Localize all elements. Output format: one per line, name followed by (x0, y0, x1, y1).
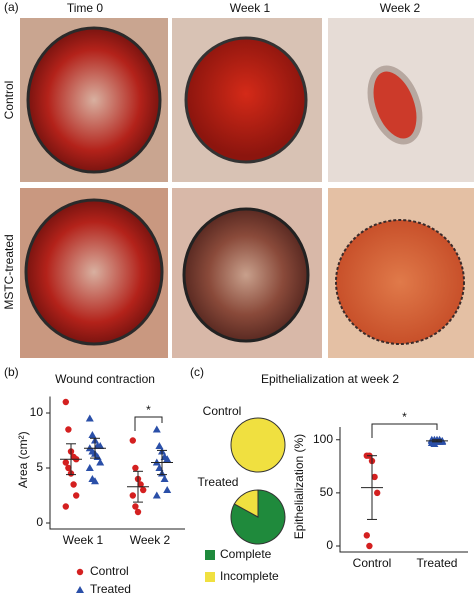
data-point (140, 486, 147, 494)
data-point (363, 532, 370, 539)
column-title: Time 0 (67, 1, 104, 15)
data-point (91, 477, 99, 485)
row-label: Control (2, 81, 16, 120)
data-point (152, 425, 161, 433)
chart-title: Epithelialization at week 2 (261, 372, 399, 386)
data-point (85, 414, 94, 422)
data-point (96, 458, 105, 466)
data-point (163, 486, 172, 493)
wound (367, 65, 423, 145)
panel-label: (a) (4, 0, 19, 14)
x-tick-label: Control (353, 556, 392, 570)
data-point (163, 455, 172, 463)
data-point (70, 481, 77, 488)
y-tick-label: 100 (313, 432, 333, 446)
data-point (152, 491, 161, 499)
data-point (430, 440, 439, 447)
data-point (438, 437, 447, 445)
photo-grid (20, 18, 474, 358)
data-point (85, 464, 94, 471)
data-point (129, 437, 136, 444)
y-axis-label: Area (cm²) (16, 431, 30, 488)
data-point (132, 464, 139, 472)
data-point (137, 481, 144, 488)
data-point (371, 473, 378, 481)
data-point (374, 489, 381, 497)
y-tick-label: 0 (326, 538, 333, 552)
legend-marker (76, 568, 84, 576)
data-point (366, 542, 373, 550)
data-point (65, 464, 72, 472)
wound (26, 26, 162, 174)
significance-label: * (146, 403, 151, 417)
wound (182, 207, 310, 343)
data-point (62, 459, 69, 466)
legend-label: Incomplete (220, 569, 279, 583)
data-point (96, 442, 105, 449)
wound (335, 219, 465, 345)
pie-slice (230, 417, 286, 473)
chart-title: Wound contraction (55, 372, 155, 386)
pie-label: Treated (198, 475, 239, 489)
legend-swatch (205, 550, 215, 560)
y-tick-label: 50 (320, 485, 334, 499)
pie-slice (233, 489, 259, 518)
x-tick-label: Treated (417, 556, 458, 570)
column-title: Week 1 (230, 1, 271, 15)
panel-label: (c) (190, 365, 204, 379)
column-title: Week 2 (380, 1, 421, 15)
y-tick-label: 5 (36, 460, 43, 474)
data-point (62, 398, 69, 406)
legend-label: Control (90, 564, 129, 578)
legend-swatch (205, 572, 215, 582)
data-point (155, 464, 164, 471)
data-point (62, 503, 69, 510)
data-point (129, 492, 136, 499)
data-point (134, 508, 142, 516)
pie-label: Control (203, 404, 242, 418)
legend-label: Complete (220, 547, 272, 561)
axis (339, 427, 468, 553)
x-tick-label: Week 2 (130, 533, 171, 547)
significance-label: * (402, 410, 407, 424)
panel-label: (b) (4, 365, 19, 379)
row-label: MSTC-treated (2, 234, 16, 309)
data-point (73, 492, 80, 499)
legend-marker (76, 586, 84, 593)
y-tick-label: 10 (30, 405, 44, 419)
data-point (160, 475, 169, 482)
wound (24, 198, 164, 346)
data-point (155, 442, 164, 449)
significance-bracket (134, 416, 163, 431)
y-axis-label: Epithelialization (%) (292, 434, 306, 539)
data-point (88, 431, 97, 438)
data-point (65, 426, 72, 433)
significance-bracket (371, 423, 438, 438)
data-point (132, 503, 139, 510)
y-tick-label: 0 (36, 515, 43, 529)
wound (184, 36, 308, 164)
axis (49, 396, 185, 530)
x-tick-label: Week 1 (63, 533, 104, 547)
legend-label: Treated (90, 582, 131, 596)
